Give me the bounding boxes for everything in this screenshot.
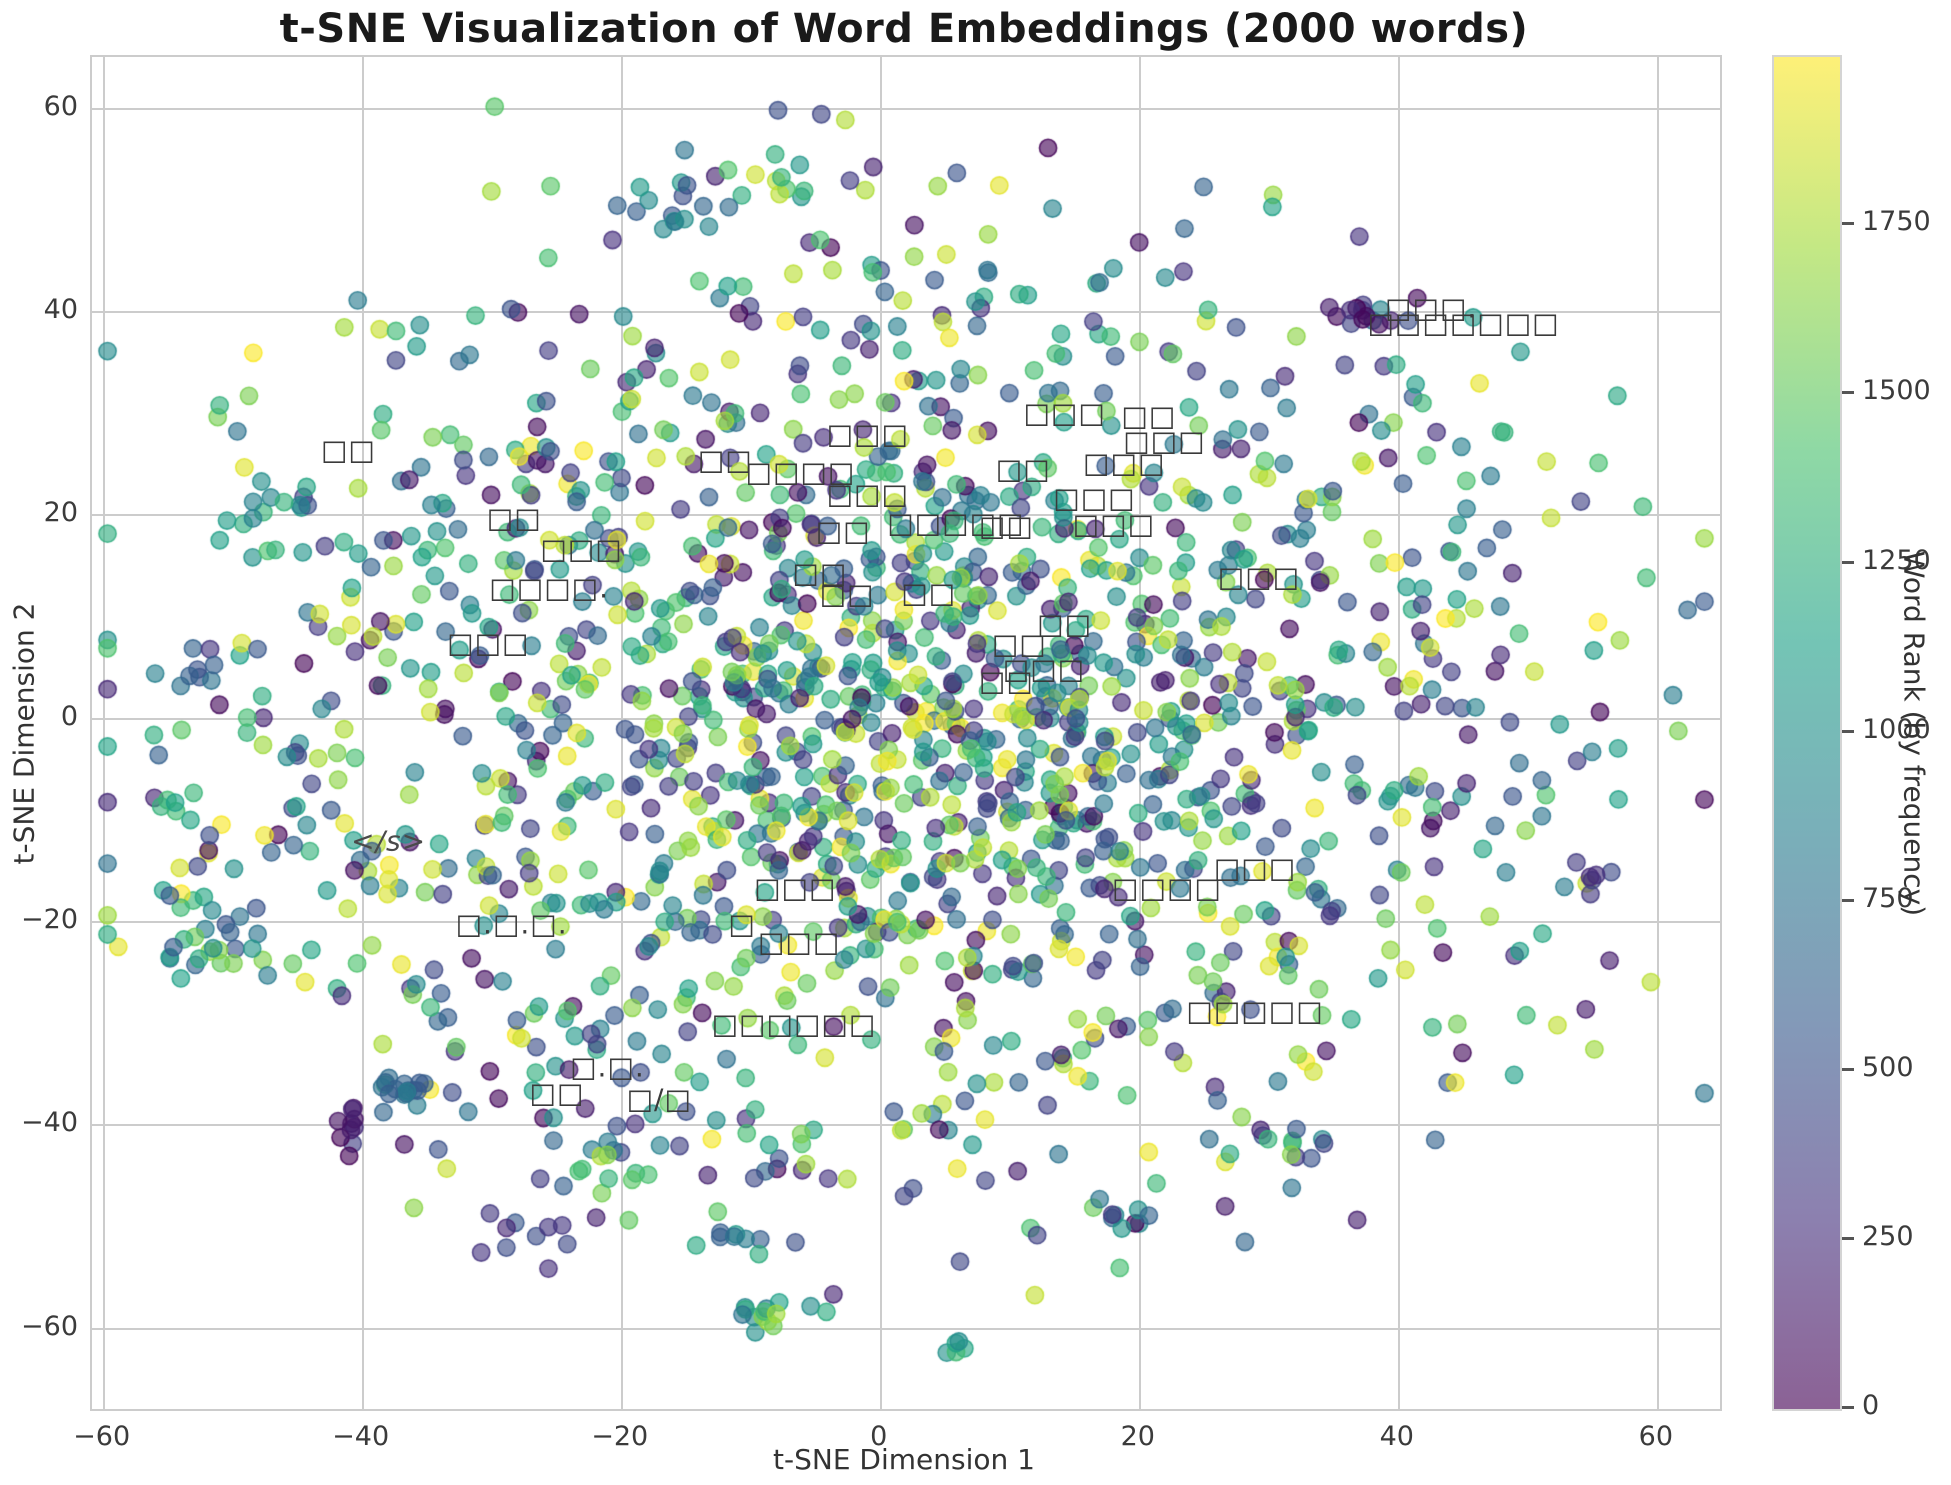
colorbar-tick-label: 1750	[1862, 206, 1931, 238]
y-tick-label: 0	[60, 700, 78, 732]
annotation-label: □□□	[1023, 396, 1106, 430]
colorbar-tick-label: 0	[1862, 1390, 1880, 1421]
annotation-label: </s>	[351, 824, 427, 858]
annotation-label: □□	[995, 452, 1051, 486]
annotation-label: □□□	[826, 417, 909, 451]
annotation-label: □□□□	[745, 455, 856, 489]
annotation-label: □□□	[826, 477, 909, 511]
x-tick-label: −40	[332, 1421, 390, 1452]
colorbar-tick-label: 250	[1862, 1220, 1914, 1252]
x-tick-label: 20	[1120, 1421, 1155, 1452]
annotation-label: □□	[991, 626, 1047, 660]
annotation-label: □□□□□	[887, 506, 1025, 540]
annotation-label: □□	[486, 500, 542, 534]
y-tick-label: −40	[21, 1107, 78, 1139]
colorbar-gradient	[1772, 55, 1842, 1411]
annotation-label: □□□	[1083, 446, 1166, 480]
annotation-label: □□	[1037, 607, 1093, 641]
y-tick-label: 60	[43, 90, 78, 122]
annotation-label: □□□	[1053, 481, 1136, 515]
annotation-label: □□□□□□□	[1367, 306, 1560, 340]
x-axis-label: t-SNE Dimension 1	[773, 1443, 1035, 1476]
colorbar-tick-label: 1000	[1862, 713, 1931, 745]
scatter-points-canvas	[92, 57, 1720, 1409]
annotation-label: □□	[697, 443, 753, 477]
colorbar-tick-mark	[1842, 222, 1854, 226]
colorbar-tick-label: 1250	[1862, 544, 1931, 576]
colorbar-tick-mark	[1842, 1067, 1854, 1071]
colorbar-tick-mark	[1842, 391, 1854, 395]
annotation-label: □□□	[447, 625, 530, 659]
colorbar-tick-mark	[1842, 898, 1854, 902]
y-tick-label: −20	[21, 904, 78, 936]
x-tick-label: 40	[1379, 1421, 1414, 1452]
annotation-label: □□	[819, 577, 875, 611]
annotation-label: □□□	[757, 925, 841, 959]
annotation-label: □□□.	[1385, 291, 1478, 325]
colorbar-tick-label: 750	[1862, 882, 1914, 914]
annotation-label: □	[728, 907, 756, 941]
y-tick-label: 20	[43, 497, 78, 529]
colorbar-tick-mark	[1842, 729, 1854, 733]
plot-area: □□□. □□□□□□□ □□ □□ □□□□ □□□ □□□ □□ □□□□□ □□ □□□ □□ □…	[90, 55, 1722, 1411]
annotation-label: □□□	[1072, 507, 1156, 541]
colorbar-tick-label: 1500	[1862, 375, 1931, 407]
annotation-label: □□□□.	[489, 571, 610, 605]
annotation-label: □□	[529, 1076, 585, 1110]
annotation-label: □□□	[540, 532, 623, 566]
y-axis-label: t-SNE Dimension 2	[7, 602, 41, 865]
colorbar-tick-mark	[1842, 1236, 1854, 1240]
colorbar-tick-label: 500	[1862, 1051, 1914, 1083]
colorbar-tick-mark	[1842, 560, 1854, 564]
annotation-label: □□	[320, 433, 376, 467]
annotation-label: □□	[901, 576, 957, 610]
x-tick-label: −60	[73, 1421, 131, 1452]
annotation-label: □□	[978, 509, 1034, 543]
annotation-label: □□	[978, 664, 1034, 698]
annotation-label: □□□□	[1112, 870, 1222, 904]
y-tick-label: −60	[21, 1310, 78, 1342]
colorbar-label: Word Rank (by frequency)	[1897, 550, 1931, 917]
annotation-label: □□	[1121, 399, 1177, 433]
annotation-label: □□□	[1002, 652, 1086, 686]
annotation-label: □.□.	[570, 1050, 645, 1084]
annotation-label: □□□□□□	[711, 1007, 877, 1041]
chart-title: t-SNE Visualization of Word Embeddings (…	[279, 6, 1529, 52]
annotation-label: □□□	[1217, 560, 1301, 594]
x-tick-label: 0	[870, 1421, 888, 1452]
annotation-label: □□□□□	[1186, 993, 1324, 1027]
y-tick-label: 40	[43, 294, 78, 326]
annotation-label: □□□	[1123, 424, 1206, 458]
annotation-label: □/□	[626, 1082, 692, 1116]
x-tick-label: −20	[591, 1421, 649, 1452]
colorbar-tick-mark	[1842, 1406, 1854, 1409]
annotation-label: □□□	[1213, 851, 1297, 885]
annotation-label: □□□	[754, 870, 837, 904]
x-tick-label: 60	[1638, 1421, 1673, 1452]
annotation-label: □.□.□.	[455, 907, 568, 941]
annotation-label: □□	[815, 514, 871, 548]
annotation-label: □□	[792, 556, 848, 590]
